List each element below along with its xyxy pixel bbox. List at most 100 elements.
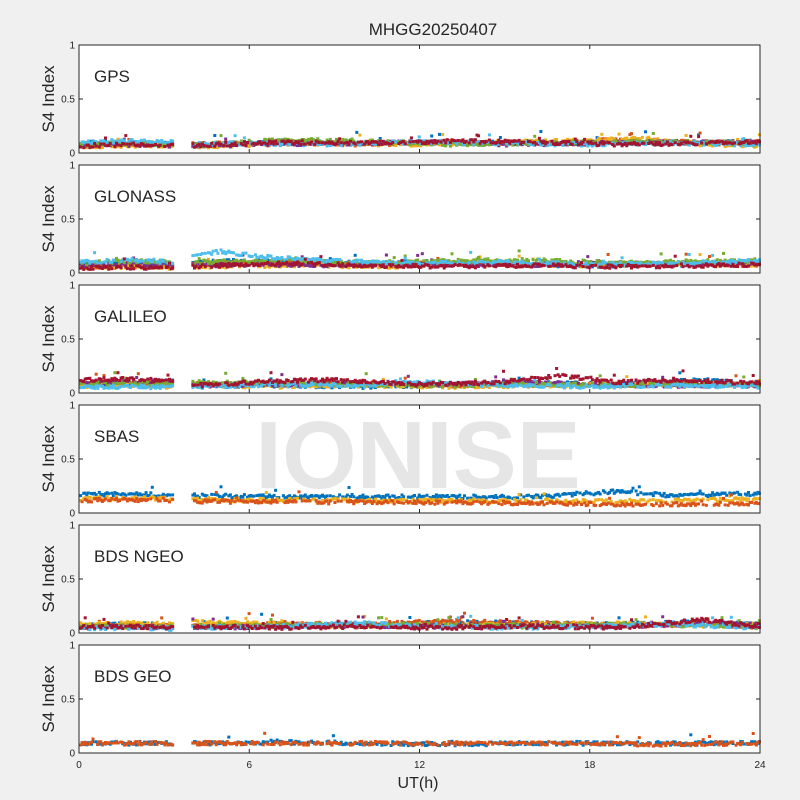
data-point [704, 142, 708, 146]
data-point [93, 251, 97, 255]
data-point [419, 139, 423, 143]
data-point [747, 144, 750, 147]
data-point [592, 140, 596, 144]
data-point [80, 264, 84, 268]
data-point [704, 262, 708, 266]
data-point [144, 264, 148, 268]
data-point [305, 143, 309, 147]
data-point [495, 139, 499, 143]
data-point [313, 142, 317, 146]
data-point [369, 138, 373, 142]
data-point [564, 141, 568, 145]
data-point [569, 142, 573, 146]
data-point [587, 141, 591, 145]
data-point [155, 265, 159, 269]
data-point [651, 142, 655, 146]
data-point [580, 261, 583, 265]
data-point [258, 263, 262, 267]
data-point [608, 260, 612, 264]
data-point [366, 140, 370, 144]
data-point [208, 260, 212, 264]
data-point [706, 264, 710, 268]
data-point [104, 384, 107, 388]
data-point [311, 262, 315, 266]
data-point [636, 137, 640, 140]
data-point [667, 143, 671, 147]
data-point [672, 264, 676, 268]
data-point [194, 145, 198, 149]
data-point [497, 144, 501, 148]
data-point [386, 259, 390, 263]
data-point [377, 259, 381, 263]
data-point [389, 264, 393, 268]
data-point [414, 264, 418, 268]
data-point [527, 264, 530, 268]
data-point [374, 142, 377, 146]
data-point [392, 261, 396, 265]
data-point [299, 142, 303, 146]
data-point [80, 143, 84, 147]
data-point [241, 253, 245, 257]
data-point [628, 139, 632, 143]
data-point [450, 143, 454, 147]
data-point [297, 140, 301, 144]
data-point [247, 261, 251, 265]
data-point [208, 251, 212, 255]
data-point [289, 262, 293, 266]
data-point [647, 264, 651, 268]
data-point [715, 263, 719, 267]
data-point [656, 263, 660, 267]
data-point [664, 140, 668, 144]
data-point [211, 249, 215, 253]
data-point [531, 258, 535, 262]
data-point [218, 265, 221, 269]
data-point [278, 139, 282, 143]
data-point [310, 140, 313, 144]
data-point [452, 141, 455, 145]
data-point [239, 258, 243, 262]
data-point [130, 257, 134, 261]
data-point [536, 257, 540, 261]
data-point [659, 144, 663, 147]
data-point [417, 262, 421, 265]
y-axis-label: S4 Index [39, 185, 58, 253]
data-point [353, 259, 357, 263]
data-point [439, 140, 443, 144]
data-point [317, 261, 321, 265]
data-point [242, 140, 246, 144]
data-point [637, 264, 641, 268]
data-point [427, 263, 431, 267]
data-point [139, 265, 143, 269]
data-point [484, 262, 488, 265]
data-point [601, 259, 605, 263]
data-point [522, 261, 526, 265]
data-point [703, 143, 707, 147]
data-point [138, 140, 142, 144]
data-point [129, 138, 132, 142]
data-point [438, 262, 441, 265]
data-point [414, 263, 418, 267]
data-point [656, 137, 660, 141]
data-point [569, 262, 573, 266]
data-point [93, 260, 97, 264]
data-point [232, 143, 235, 147]
data-point [590, 264, 594, 267]
data-point [238, 259, 242, 263]
data-point [402, 140, 406, 143]
data-point [623, 136, 627, 140]
data-point [400, 140, 404, 144]
data-point [303, 140, 307, 144]
data-point [739, 142, 743, 145]
data-point [311, 139, 315, 143]
data-point [99, 266, 103, 269]
data-point [572, 266, 576, 270]
data-point [197, 142, 201, 146]
data-point [154, 141, 157, 145]
data-point [119, 266, 123, 270]
data-point [370, 141, 374, 145]
data-point [363, 263, 367, 267]
data-point [263, 143, 267, 147]
data-point [374, 263, 377, 267]
data-point [327, 262, 331, 266]
data-point [700, 141, 704, 145]
